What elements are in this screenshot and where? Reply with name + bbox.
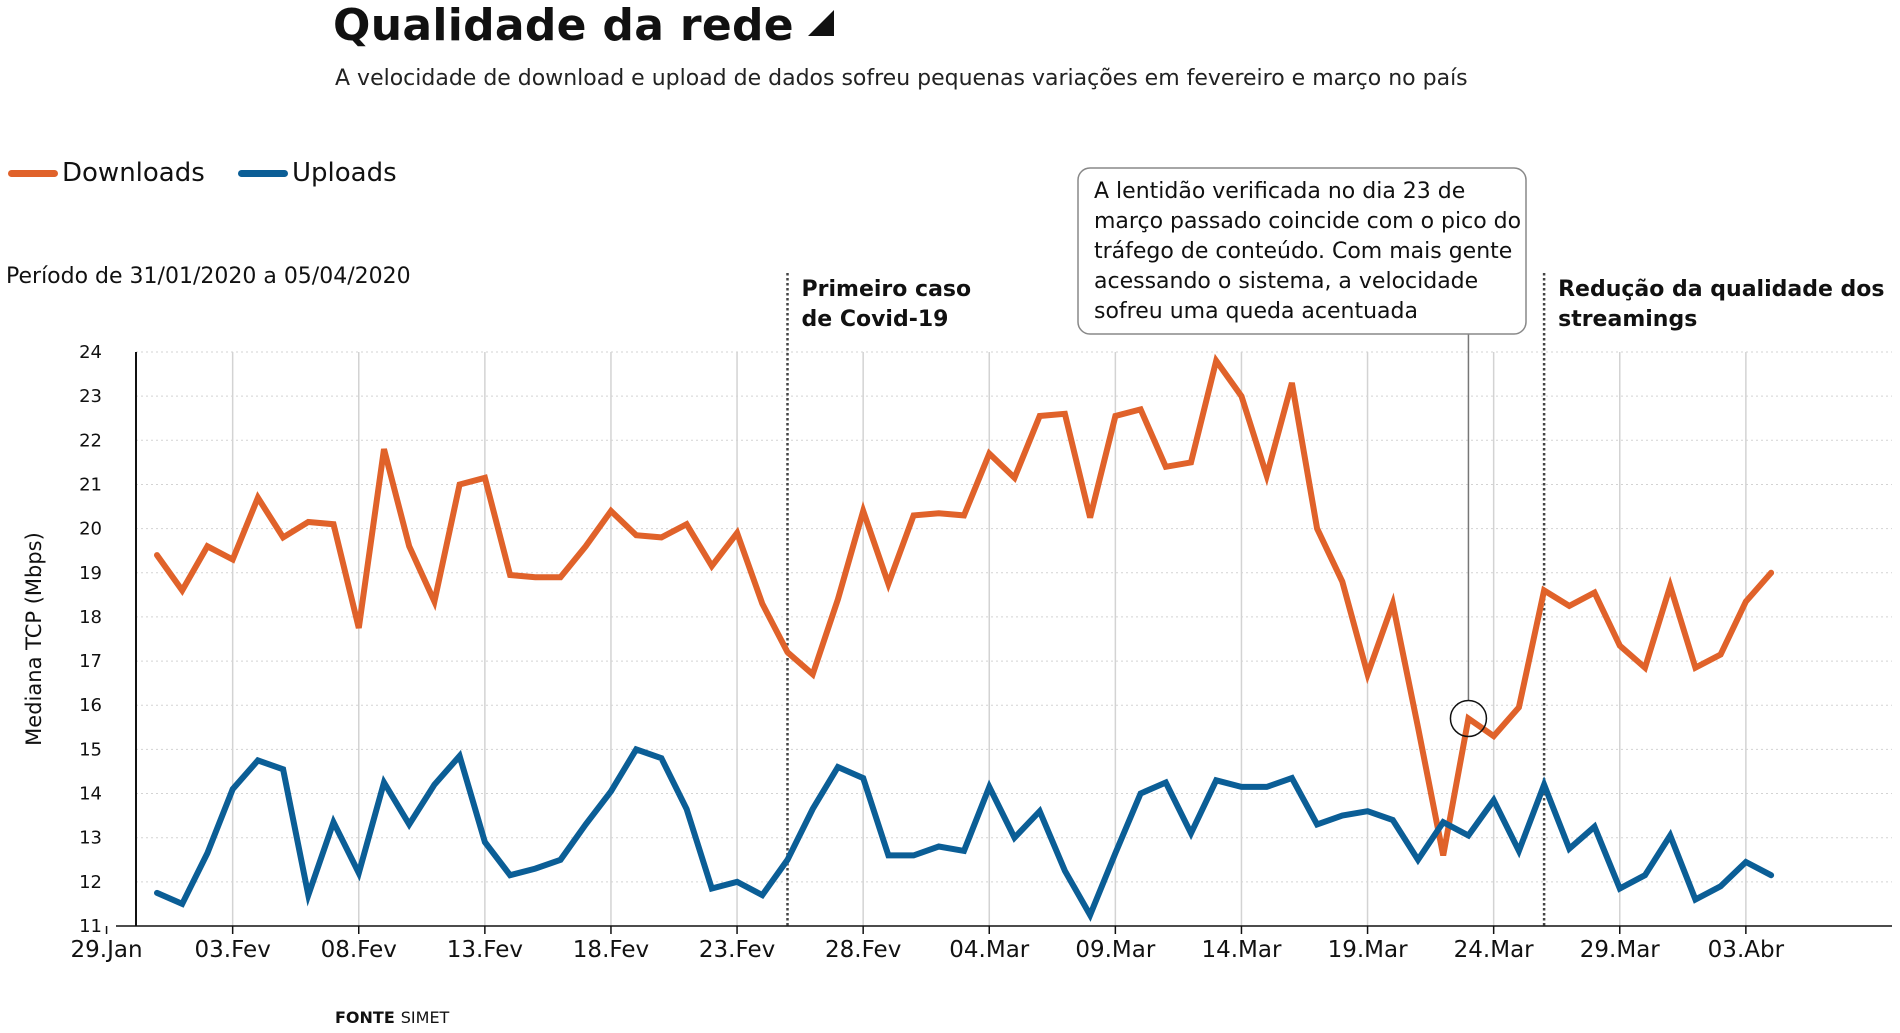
legend-item-downloads: Downloads: [8, 158, 205, 188]
legend-label-uploads: Uploads: [292, 158, 397, 188]
callout-text-line: março passado coincide com o pico do: [1094, 209, 1521, 234]
source-value: SIMET: [400, 1008, 450, 1027]
y-tick-label: 13: [79, 828, 102, 849]
legend-swatch-uploads: [238, 169, 288, 177]
callout-text-line: A lentidão verificada no dia 23 de: [1094, 179, 1465, 204]
callout-text-line: sofreu uma queda acentuada: [1094, 299, 1418, 324]
source-credit: FONTE SIMET: [335, 1008, 449, 1027]
series-line-downloads: [154, 353, 1775, 856]
x-tick-label: 28.Fev: [825, 937, 901, 963]
event-marker-label: Redução da qualidade dos: [1558, 277, 1884, 302]
y-tick-label: 19: [79, 563, 102, 584]
x-tick-label: 13.Fev: [447, 937, 523, 963]
legend-swatch-downloads: [8, 169, 58, 177]
event-marker-label: streamings: [1558, 307, 1697, 332]
x-tick-label: 08.Fev: [321, 937, 397, 963]
chart-title: Qualidade da rede: [333, 0, 834, 51]
x-tick-label: 29.Mar: [1580, 937, 1661, 963]
y-tick-label: 16: [79, 695, 102, 716]
legend-item-uploads: Uploads: [238, 158, 397, 188]
x-tick-label: 18.Fev: [573, 937, 649, 963]
y-tick-label: 22: [79, 430, 102, 451]
y-tick-label: 21: [79, 474, 102, 495]
triangle-arrow-icon: [807, 10, 834, 36]
x-tick-label: 29.Jan: [71, 937, 143, 963]
y-tick-label: 17: [79, 651, 102, 672]
y-tick-label: 14: [79, 784, 102, 805]
x-tick-label: 23.Fev: [699, 937, 775, 963]
period-label: Período de 31/01/2020 a 05/04/2020: [6, 264, 411, 289]
callout-box: [1077, 167, 1527, 335]
y-tick-label: 18: [79, 607, 102, 628]
source-label: FONTE: [335, 1008, 395, 1027]
y-tick-label: 24: [79, 342, 102, 363]
x-tick-label: 19.Mar: [1328, 937, 1409, 963]
x-tick-label: 09.Mar: [1075, 937, 1156, 963]
y-tick-label: 15: [79, 739, 102, 760]
callout-highlight-circle: [1449, 699, 1488, 738]
y-tick-label: 23: [79, 386, 102, 407]
y-tick-label: 20: [79, 519, 102, 540]
callout-text-line: tráfego de conteúdo. Com mais gente: [1094, 239, 1512, 264]
callout-text-line: acessando o sistema, a velocidade: [1094, 269, 1478, 294]
x-tick-label: 24.Mar: [1454, 937, 1535, 963]
event-marker-label: de Covid-19: [802, 307, 949, 332]
x-tick-label: 03.Abr: [1708, 937, 1785, 963]
event-marker-label: Primeiro caso: [802, 277, 972, 302]
chart-subtitle: A velocidade de download e upload de dad…: [335, 66, 1468, 91]
y-tick-label: 11: [79, 916, 102, 937]
x-tick-label: 14.Mar: [1201, 937, 1282, 963]
series-line-uploads: [154, 745, 1775, 922]
x-tick-label: 03.Fev: [195, 937, 271, 963]
x-tick-label: 04.Mar: [949, 937, 1030, 963]
y-axis-title: Mediana TCP (Mbps): [22, 532, 46, 746]
legend-label-downloads: Downloads: [62, 158, 205, 188]
y-tick-label: 12: [79, 872, 102, 893]
chart-title-text: Qualidade da rede: [333, 0, 794, 51]
